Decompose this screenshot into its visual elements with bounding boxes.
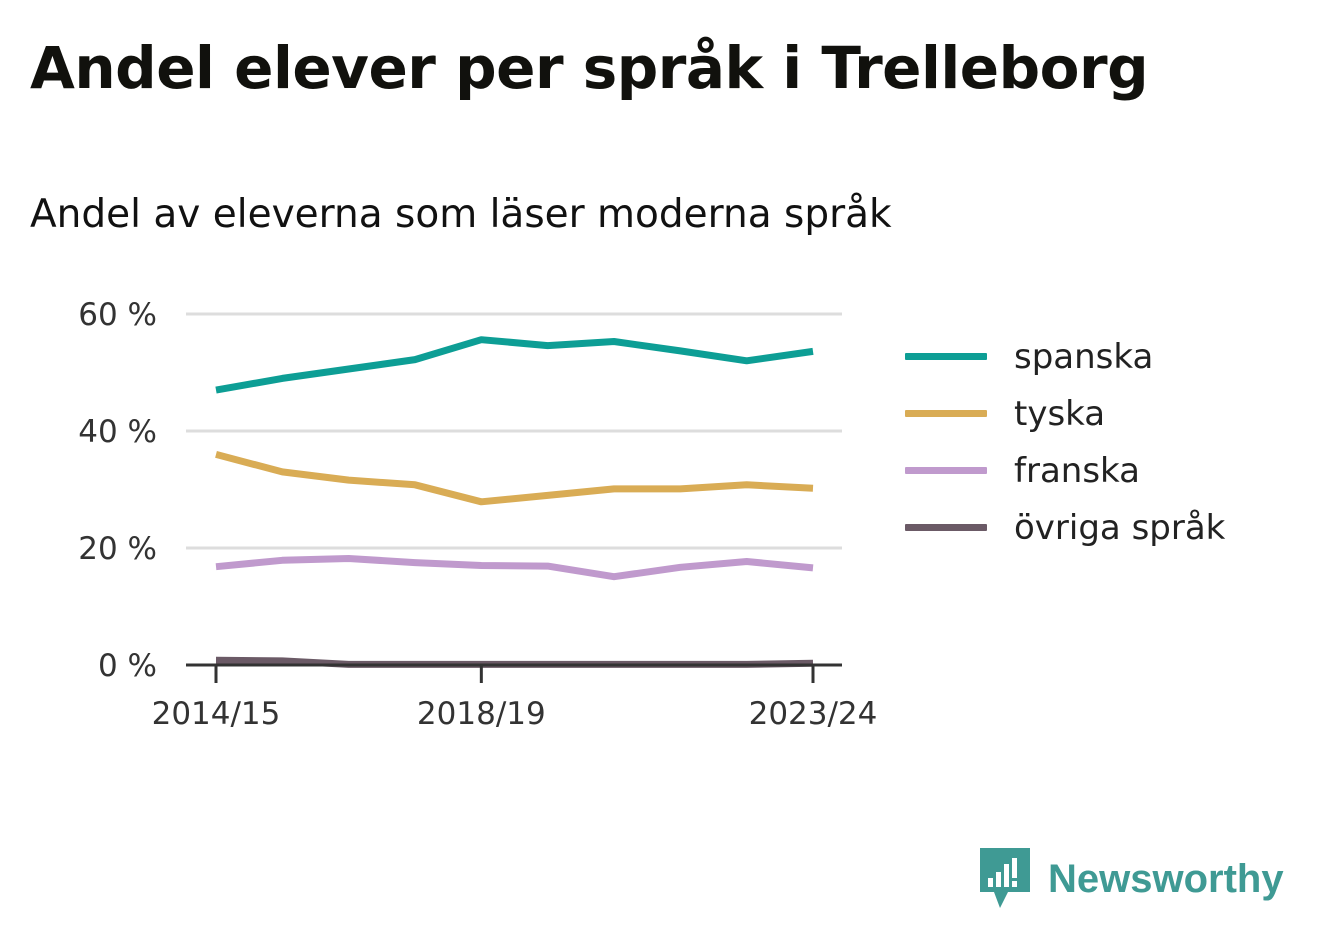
series-line-franska bbox=[215, 555, 814, 581]
legend-swatch bbox=[905, 467, 987, 474]
series-lines bbox=[215, 336, 814, 668]
legend-label: övriga språk bbox=[1014, 507, 1226, 548]
y-tick-label: 20 % bbox=[78, 531, 157, 567]
legend-label: franska bbox=[1014, 450, 1140, 491]
gridlines bbox=[186, 312, 842, 550]
newsworthy-logo-icon bbox=[980, 848, 1030, 908]
chart-title: Andel elever per språk i Trelleborg bbox=[30, 34, 1149, 102]
legend-item: spanska bbox=[905, 328, 1225, 385]
y-tick-label: 0 % bbox=[98, 648, 157, 684]
legend-item: franska bbox=[905, 442, 1225, 499]
legend-swatch bbox=[905, 353, 987, 360]
series-line-spanska bbox=[215, 336, 814, 394]
x-axis bbox=[186, 663, 842, 683]
x-tick-label: 2023/24 bbox=[749, 696, 878, 732]
brand-logo: Newsworthy bbox=[980, 848, 1284, 910]
x-tick-label: 2018/19 bbox=[417, 696, 546, 732]
legend-swatch bbox=[905, 524, 987, 531]
chart-subtitle: Andel av eleverna som läser moderna språ… bbox=[30, 192, 892, 237]
brand-name: Newsworthy bbox=[1048, 856, 1284, 901]
series-line-tyska bbox=[215, 451, 814, 506]
legend-label: spanska bbox=[1014, 336, 1154, 377]
legend: spanska tyska franska övriga språk bbox=[905, 328, 1225, 556]
y-tick-label: 60 % bbox=[78, 297, 157, 333]
x-tick-label: 2014/15 bbox=[152, 696, 281, 732]
y-tick-label: 40 % bbox=[78, 414, 157, 450]
legend-swatch bbox=[905, 410, 987, 417]
legend-item: övriga språk bbox=[905, 499, 1225, 556]
x-axis-tick-labels: 2014/15 2018/19 2023/24 bbox=[152, 696, 878, 732]
legend-item: tyska bbox=[905, 385, 1225, 442]
y-axis-tick-labels: 0 % 20 % 40 % 60 % bbox=[78, 297, 157, 684]
legend-label: tyska bbox=[1014, 393, 1106, 434]
